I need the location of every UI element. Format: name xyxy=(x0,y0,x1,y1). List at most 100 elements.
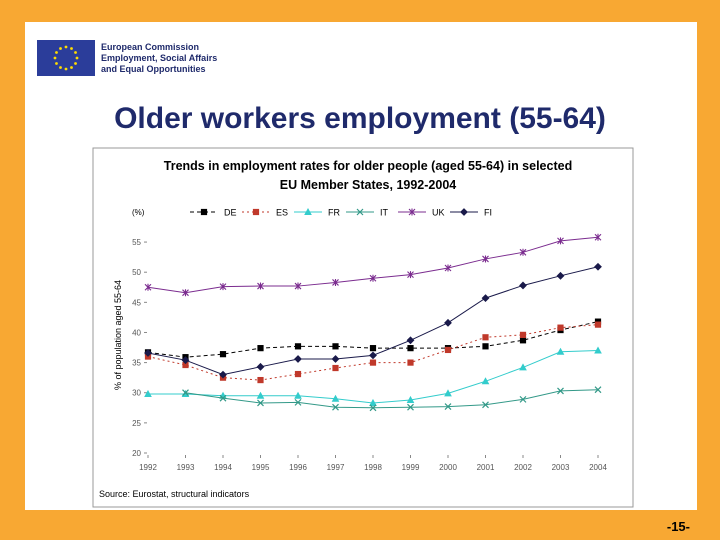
point xyxy=(182,289,189,297)
y-tick-label: 40 xyxy=(132,328,141,337)
point xyxy=(594,233,602,241)
x-tick-label: 1995 xyxy=(252,463,270,472)
y-axis-label: % of population aged 55-64 xyxy=(113,280,123,390)
point xyxy=(256,362,265,371)
point xyxy=(444,389,452,397)
x-tick-label: 1994 xyxy=(214,463,232,472)
source-note: Source: Eurostat, structural indicators xyxy=(99,489,250,499)
legend-marker xyxy=(252,208,260,216)
legend-label: IT xyxy=(380,208,389,218)
point xyxy=(406,395,415,403)
eu-flag xyxy=(37,40,95,76)
x-tick-label: 1993 xyxy=(177,463,195,472)
point xyxy=(481,294,490,303)
point xyxy=(181,356,190,365)
point xyxy=(481,377,490,385)
y-tick-label: 25 xyxy=(132,419,141,428)
point xyxy=(444,346,452,354)
y-tick-label: 55 xyxy=(132,238,141,247)
point xyxy=(369,404,377,412)
point xyxy=(219,283,227,291)
plot: 20 25 30 35 40 45 50 55 1992 1993 1994 1995 1996 1997… xyxy=(132,208,607,473)
point xyxy=(482,401,489,409)
point xyxy=(144,389,152,397)
x-tick-label: 1992 xyxy=(139,463,157,472)
point xyxy=(369,398,377,406)
point xyxy=(369,359,377,366)
point xyxy=(594,262,602,271)
flag-star xyxy=(59,66,62,69)
flag-star xyxy=(59,47,62,50)
point xyxy=(407,359,414,366)
point xyxy=(557,387,564,395)
legend-label: UK xyxy=(432,208,445,218)
legend-label: DE xyxy=(224,208,237,218)
point xyxy=(556,271,565,280)
x-tick-label: 2004 xyxy=(589,463,607,472)
x-tick-label: 2000 xyxy=(439,463,457,472)
point xyxy=(257,376,264,384)
chart-frame xyxy=(92,147,634,508)
point xyxy=(519,395,527,403)
legend-marker xyxy=(356,208,364,216)
point xyxy=(294,343,302,350)
point xyxy=(331,355,340,363)
flag-star xyxy=(55,62,58,65)
x-tick-label: 2002 xyxy=(514,463,532,472)
point xyxy=(294,370,302,378)
point xyxy=(557,237,564,245)
point xyxy=(407,271,414,279)
legend-marker xyxy=(460,208,468,216)
point xyxy=(294,282,302,290)
point xyxy=(256,391,265,399)
point xyxy=(294,391,302,399)
y-tick-label: 35 xyxy=(132,359,141,368)
point xyxy=(519,248,527,256)
flag-star xyxy=(64,67,68,71)
point xyxy=(444,264,452,272)
flag-star xyxy=(74,51,77,54)
chart-title: Trends in employment rates for older peo… xyxy=(164,159,572,173)
series-line xyxy=(185,389,599,409)
point xyxy=(369,274,377,282)
logo-line: Employment, Social Affairs xyxy=(101,53,217,63)
point xyxy=(482,334,489,341)
point xyxy=(482,343,489,350)
point xyxy=(369,351,377,360)
point xyxy=(144,283,152,291)
x-tick-label: 2003 xyxy=(552,463,570,472)
point xyxy=(556,347,565,355)
point xyxy=(594,346,602,354)
point xyxy=(257,345,264,352)
point xyxy=(182,389,189,397)
y-tick-label: 45 xyxy=(132,298,141,307)
point xyxy=(144,349,152,357)
point xyxy=(444,403,452,411)
x-tick-label: 1999 xyxy=(402,463,420,472)
legend-label: FI xyxy=(484,208,492,218)
point xyxy=(257,399,264,407)
point xyxy=(257,282,264,290)
point xyxy=(332,403,339,411)
flag-star xyxy=(70,47,73,50)
chart-subtitle: EU Member States, 1992-2004 xyxy=(280,178,457,192)
flag-star xyxy=(70,66,73,69)
point xyxy=(369,345,377,352)
x-tick-label: 1996 xyxy=(289,463,307,472)
point xyxy=(219,370,227,379)
point xyxy=(294,355,302,363)
x-tick-label: 1997 xyxy=(327,463,345,472)
page-number: -15- xyxy=(667,519,690,534)
point xyxy=(519,281,527,290)
flag-star xyxy=(74,62,77,65)
point xyxy=(594,321,602,328)
slide-title: Older workers employment (55-64) xyxy=(114,102,606,135)
flag-star xyxy=(64,45,68,49)
logo-line: European Commission xyxy=(101,42,199,52)
legend-label: ES xyxy=(276,208,288,218)
legend-label: FR xyxy=(328,208,340,218)
point xyxy=(444,318,452,327)
point xyxy=(219,351,227,358)
flag-field xyxy=(37,40,95,76)
